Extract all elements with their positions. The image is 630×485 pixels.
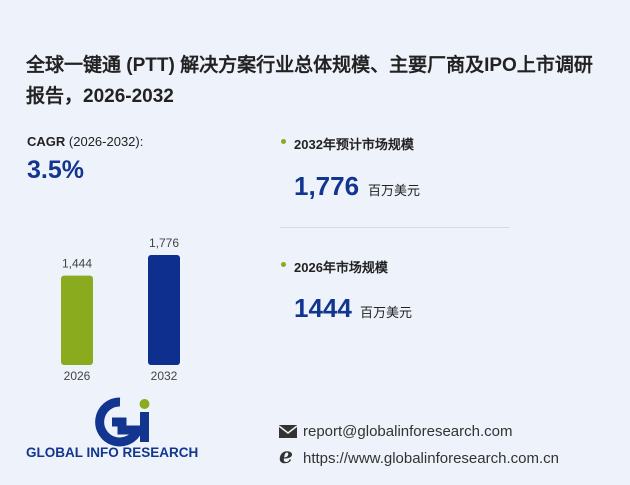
bullet <box>281 262 286 267</box>
stat-value: 1444 <box>294 293 352 323</box>
value-label: 1,776 <box>149 236 179 250</box>
stat-label: 2026年市场规模 <box>294 260 388 275</box>
email-icon <box>278 425 298 438</box>
title: 全球一键通 (PTT) 解决方案行业总体规模、主要厂商及IPO上市调研报告，20… <box>26 55 593 107</box>
bar <box>61 275 93 365</box>
stat-label: 2032年预计市场规模 <box>294 137 414 152</box>
stat-value: 1,776 <box>294 171 360 201</box>
cagr-value: 3.5% <box>27 156 84 184</box>
email: report@globalinforesearch.com <box>303 423 513 440</box>
x-tick-label: 2032 <box>151 369 178 383</box>
value-label: 1,444 <box>62 257 92 271</box>
stat-unit: 百万美元 <box>368 183 421 198</box>
cagr-label: CAGR (2026-2032): <box>27 134 143 149</box>
stat-unit: 百万美元 <box>360 305 413 320</box>
website: https://www.globalinforesearch.com.cn <box>303 450 559 467</box>
x-tick-label: 2026 <box>64 369 91 383</box>
logo-text: GLOBAL INFO RESEARCH <box>26 445 199 460</box>
cagr-period: (2026-2032): <box>68 134 144 149</box>
cagr: CAGR <box>27 134 66 149</box>
separator <box>280 227 510 228</box>
bullet <box>281 139 286 144</box>
bar <box>148 255 180 365</box>
web-icon: e <box>279 443 293 469</box>
logo-mark <box>95 397 150 447</box>
